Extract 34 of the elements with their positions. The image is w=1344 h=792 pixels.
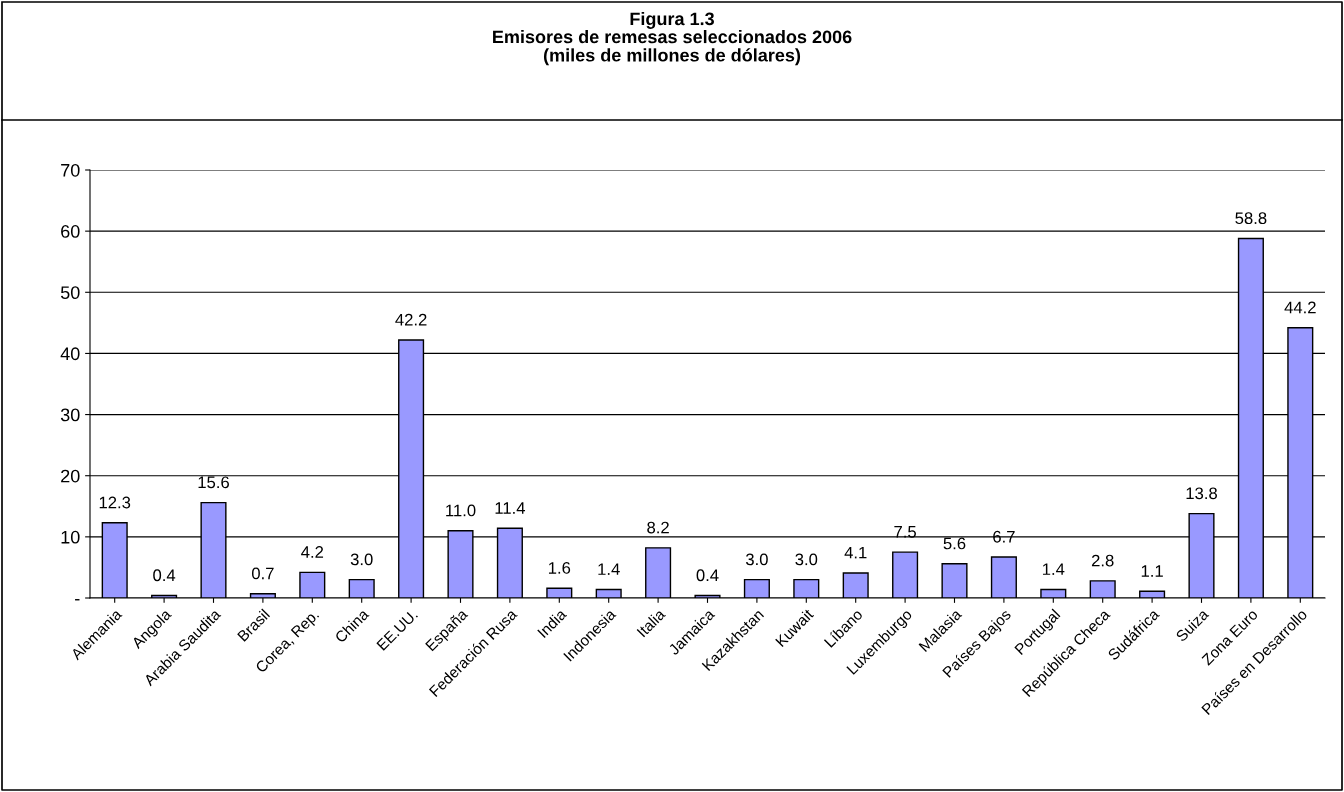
data-label: 13.8 [1186, 487, 1217, 500]
data-label: 0.4 [696, 569, 719, 582]
y-tick-label: 10 [61, 530, 80, 544]
data-label: 8.2 [647, 521, 669, 534]
y-tick-label: 50 [60, 286, 80, 300]
y-tick-label: 20 [61, 469, 80, 483]
y-tick-label: 40 [60, 347, 80, 361]
data-label: 11.0 [446, 504, 476, 517]
data-label: 58.8 [1235, 212, 1267, 225]
y-tick-label: 70 [61, 163, 80, 177]
data-label: 1.4 [598, 563, 620, 575]
data-label: 3.0 [745, 553, 768, 566]
data-label: 1.4 [1042, 563, 1065, 575]
y-tick-label: 60 [61, 225, 80, 238]
data-label: 4.1 [844, 546, 867, 559]
chart-subtitle: Emisores de remesas seleccionados 2006 (miles de millones de dólares) [493, 30, 852, 66]
chart-title: Figura 1.3 [630, 12, 714, 29]
data-label: 15.6 [198, 476, 229, 489]
data-label: 1.6 [548, 562, 571, 574]
data-label: 4.2 [301, 546, 324, 558]
data-label: 11.4 [495, 502, 526, 514]
data-label: 5.6 [943, 537, 966, 550]
data-label: 1.1 [1141, 565, 1163, 577]
data-label: 0.7 [251, 567, 274, 580]
y-tick-label: 30 [60, 408, 80, 422]
data-label: 7.5 [894, 526, 916, 538]
y-tick-label: - [75, 599, 80, 601]
data-label: 44.2 [1284, 301, 1316, 314]
data-label: 0.4 [153, 569, 176, 582]
data-label: 12.3 [99, 496, 131, 509]
data-label: 2.8 [1091, 554, 1114, 567]
data-label: 3.0 [350, 553, 373, 566]
data-label: 3.0 [795, 553, 818, 566]
data-label: 42.2 [395, 313, 427, 326]
